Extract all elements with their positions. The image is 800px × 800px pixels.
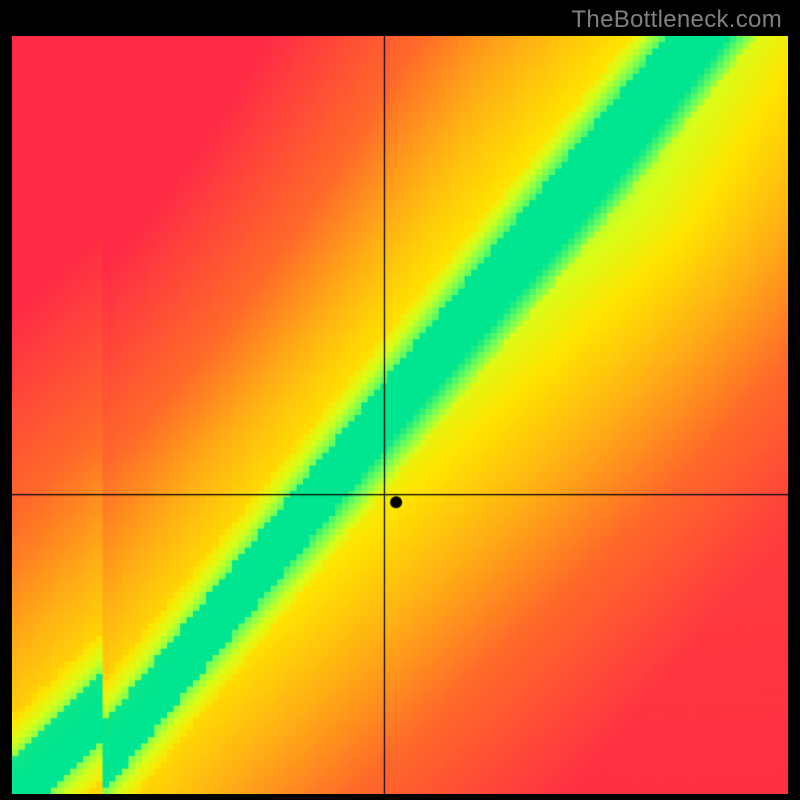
watermark-text: TheBottleneck.com: [571, 6, 782, 34]
bottleneck-heatmap-chart: [12, 36, 788, 794]
heatmap-canvas: [12, 36, 788, 794]
